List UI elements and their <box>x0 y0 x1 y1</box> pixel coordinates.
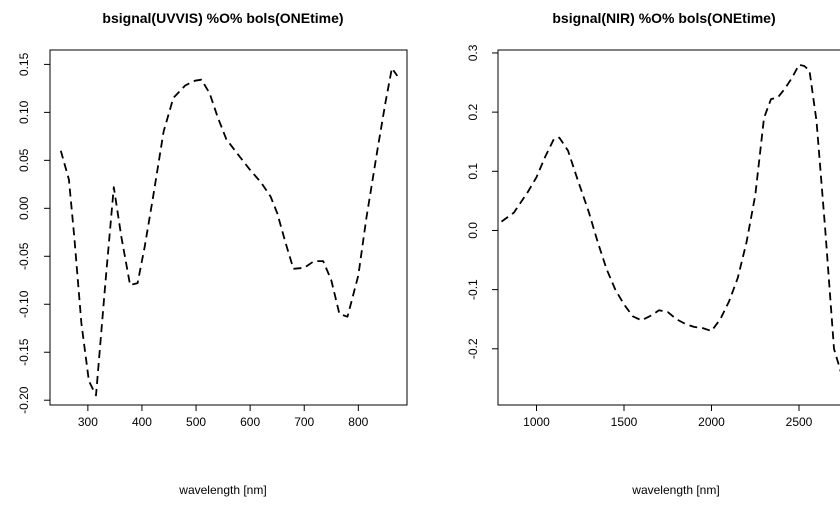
x-tick-label: 500 <box>186 415 206 429</box>
y-tick-label: -0.1 <box>466 279 480 300</box>
x-axis: 300 400 500 600 700 800 <box>78 405 369 429</box>
x-tick-label: 2500 <box>786 415 813 429</box>
y-tick-label: -0.15 <box>17 338 31 366</box>
y-axis: -0.20 -0.15 -0.10 -0.05 0.00 0.05 0.10 0.15 <box>17 52 50 414</box>
plot-frame <box>49 49 408 406</box>
x-axis-label: wavelength [nm] <box>631 483 719 497</box>
chart-title: bsignal(NIR) %O% bols(ONEtime) <box>552 10 775 26</box>
series-area <box>500 63 840 373</box>
y-tick-label: 0.10 <box>17 100 31 124</box>
y-tick-label: -0.05 <box>17 242 31 270</box>
chart-panel-uvvis: bsignal(UVVIS) %O% bols(ONEtime) 300 400 5… <box>17 10 408 497</box>
x-tick-label: 1500 <box>611 415 638 429</box>
y-tick-label: 0.0 <box>466 222 480 239</box>
series-line <box>59 67 399 397</box>
series-area <box>59 67 399 397</box>
y-tick-label: -0.10 <box>17 290 31 318</box>
series-line <box>500 63 840 373</box>
y-tick-label: 0.3 <box>466 44 480 61</box>
x-axis: 1000 1500 2000 2500 <box>523 405 813 429</box>
y-tick-label: 0.15 <box>17 52 31 76</box>
plot-frame <box>497 49 840 406</box>
y-tick-label: 0.1 <box>466 163 480 180</box>
x-tick-label: 700 <box>294 415 314 429</box>
x-axis-label: wavelength [nm] <box>178 483 266 497</box>
y-tick-label: -0.2 <box>466 338 480 359</box>
x-tick-label: 800 <box>348 415 368 429</box>
y-tick-label: 0.2 <box>466 103 480 120</box>
y-tick-label: 0.00 <box>17 196 31 220</box>
y-axis: -0.2 -0.1 0.0 0.1 0.2 0.3 <box>466 44 498 359</box>
y-tick-label: -0.20 <box>17 386 31 414</box>
x-tick-label: 400 <box>132 415 152 429</box>
x-tick-label: 600 <box>240 415 260 429</box>
chart-panel-nir: bsignal(NIR) %O% bols(ONEtime) 1000 1500 2… <box>466 10 840 497</box>
x-tick-label: 2000 <box>698 415 725 429</box>
chart-title: bsignal(UVVIS) %O% bols(ONEtime) <box>102 10 343 26</box>
y-tick-label: 0.05 <box>17 148 31 172</box>
x-tick-label: 300 <box>78 415 98 429</box>
x-tick-label: 1000 <box>523 415 550 429</box>
